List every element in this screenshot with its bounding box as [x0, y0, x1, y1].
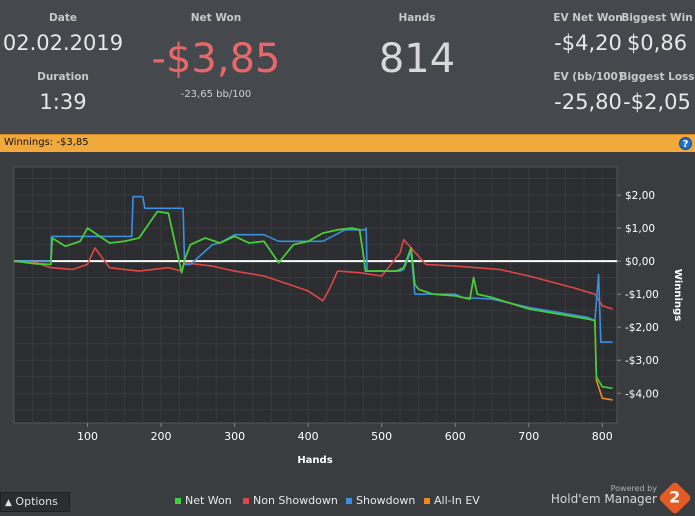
- series-line-net-won: [13, 210, 613, 390]
- brand-name: Hold'em Manager: [550, 492, 657, 506]
- netwon-bb100: -23,65 bb/100: [180, 89, 252, 100]
- legend-label-non-showdown: Non Showdown: [253, 494, 338, 507]
- legend-label-allin-ev: All-In EV: [434, 494, 480, 507]
- biggest-win-value: $0,86: [626, 31, 688, 55]
- x-axis-ticks: 100 200 300 400 500 600 700 800: [77, 423, 613, 443]
- winnings-summary: Winnings: -$3,85: [4, 137, 89, 148]
- date-value: 02.02.2019: [2, 31, 124, 55]
- help-icon[interactable]: ?: [679, 137, 692, 150]
- powered-by-text: Powered by: [610, 484, 657, 493]
- y-tick-label: $2,00: [625, 190, 655, 202]
- stats-panel: Date 02.02.2019 Duration 1:39 Net Won -$…: [0, 0, 695, 134]
- ev-net-won-label: EV Net Won: [553, 12, 623, 24]
- duration-label: Duration: [37, 71, 89, 83]
- legend-swatch-showdown: [346, 498, 352, 504]
- biggest-loss-value: -$2,05: [623, 90, 691, 114]
- options-label: Options: [15, 495, 58, 508]
- x-axis-label: Hands: [297, 455, 332, 466]
- netwon-value: -$3,85: [151, 36, 281, 82]
- legend-net-won[interactable]: Net Won: [175, 494, 232, 507]
- netwon-label: Net Won: [190, 12, 242, 24]
- winnings-value: -$3,85: [56, 137, 89, 148]
- date-label: Date: [49, 12, 77, 24]
- x-tick-label: 100: [77, 430, 98, 443]
- winnings-bar: Winnings: -$3,85 ?: [0, 134, 695, 152]
- legend-allin-ev[interactable]: All-In EV: [424, 494, 480, 507]
- legend-swatch-allin-ev: [424, 498, 430, 504]
- x-tick-label: 400: [298, 430, 319, 443]
- winnings-chart: 100 200 300 400 500 600 700 800 $2,00 $1,00 $0,00…: [0, 152, 695, 487]
- x-tick-label: 600: [445, 430, 466, 443]
- chart-grid: [14, 167, 617, 423]
- y-tick-label: $0,00: [625, 256, 655, 268]
- ev-net-won-value: -$4,20: [554, 31, 622, 55]
- y-axis-ticks: $2,00 $1,00 $0,00 -$1,00 -$2,00 -$3,00 -$4,00: [617, 190, 659, 400]
- y-tick-label: -$4,00: [625, 388, 659, 400]
- y-tick-label: -$3,00: [625, 355, 659, 367]
- winnings-label: Winnings:: [4, 137, 54, 148]
- duration-value: 1:39: [39, 90, 87, 114]
- x-tick-label: 300: [224, 430, 245, 443]
- y-tick-label: $1,00: [625, 223, 655, 235]
- ev-bb100-label: EV (bb/100): [553, 71, 623, 83]
- y-tick-label: -$2,00: [625, 322, 659, 334]
- options-button[interactable]: ▲ Options: [0, 492, 70, 512]
- series-line-non-showdown: [13, 238, 613, 310]
- y-tick-label: -$1,00: [625, 289, 659, 301]
- legend-label-net-won: Net Won: [185, 494, 232, 507]
- x-tick-label: 700: [518, 430, 539, 443]
- biggest-win-label: Biggest Win: [621, 12, 693, 24]
- y-axis-label: Winnings: [672, 269, 683, 321]
- chevron-up-icon: ▲: [5, 498, 12, 508]
- x-tick-label: 500: [371, 430, 392, 443]
- hands-value: 814: [378, 36, 456, 82]
- legend-label-showdown: Showdown: [356, 494, 416, 507]
- hands-label: Hands: [398, 12, 436, 24]
- legend-non-showdown[interactable]: Non Showdown: [243, 494, 338, 507]
- x-tick-label: 800: [592, 430, 613, 443]
- ev-bb100-value: -25,80: [554, 90, 622, 114]
- legend-swatch-net-won: [175, 498, 181, 504]
- x-tick-label: 200: [151, 430, 172, 443]
- legend-showdown[interactable]: Showdown: [346, 494, 415, 507]
- logo-text: 2: [669, 487, 681, 507]
- chart-series: [13, 195, 613, 401]
- legend-swatch-non-showdown: [243, 498, 249, 504]
- biggest-loss-label: Biggest Loss: [619, 71, 695, 83]
